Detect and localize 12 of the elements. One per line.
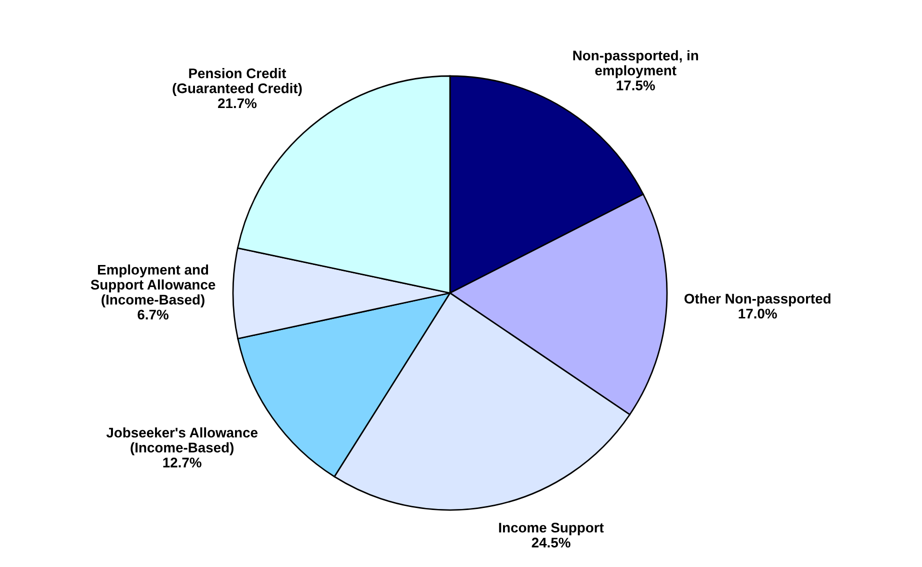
data-label: 24.5% [532, 538, 570, 548]
slice-label: Non-passported, in employment [573, 50, 698, 78]
slice-label: Jobseeker's Allowance (Income-Based) [106, 427, 258, 456]
data-label: 12.7% [163, 458, 202, 468]
data-label: 21.7% [218, 98, 257, 108]
slice-label: Income Support [499, 522, 604, 536]
slice-label: Employment and Support Allowance (Income-Based) [90, 264, 216, 308]
data-label: 17.5% [616, 80, 655, 90]
data-label: 17.0% [738, 308, 777, 319]
slice-label: Pension Credit (Guaranteed Credit) [172, 68, 302, 96]
data-label: 6.7% [138, 310, 168, 320]
slice-label: Other Non-passported [684, 293, 830, 306]
